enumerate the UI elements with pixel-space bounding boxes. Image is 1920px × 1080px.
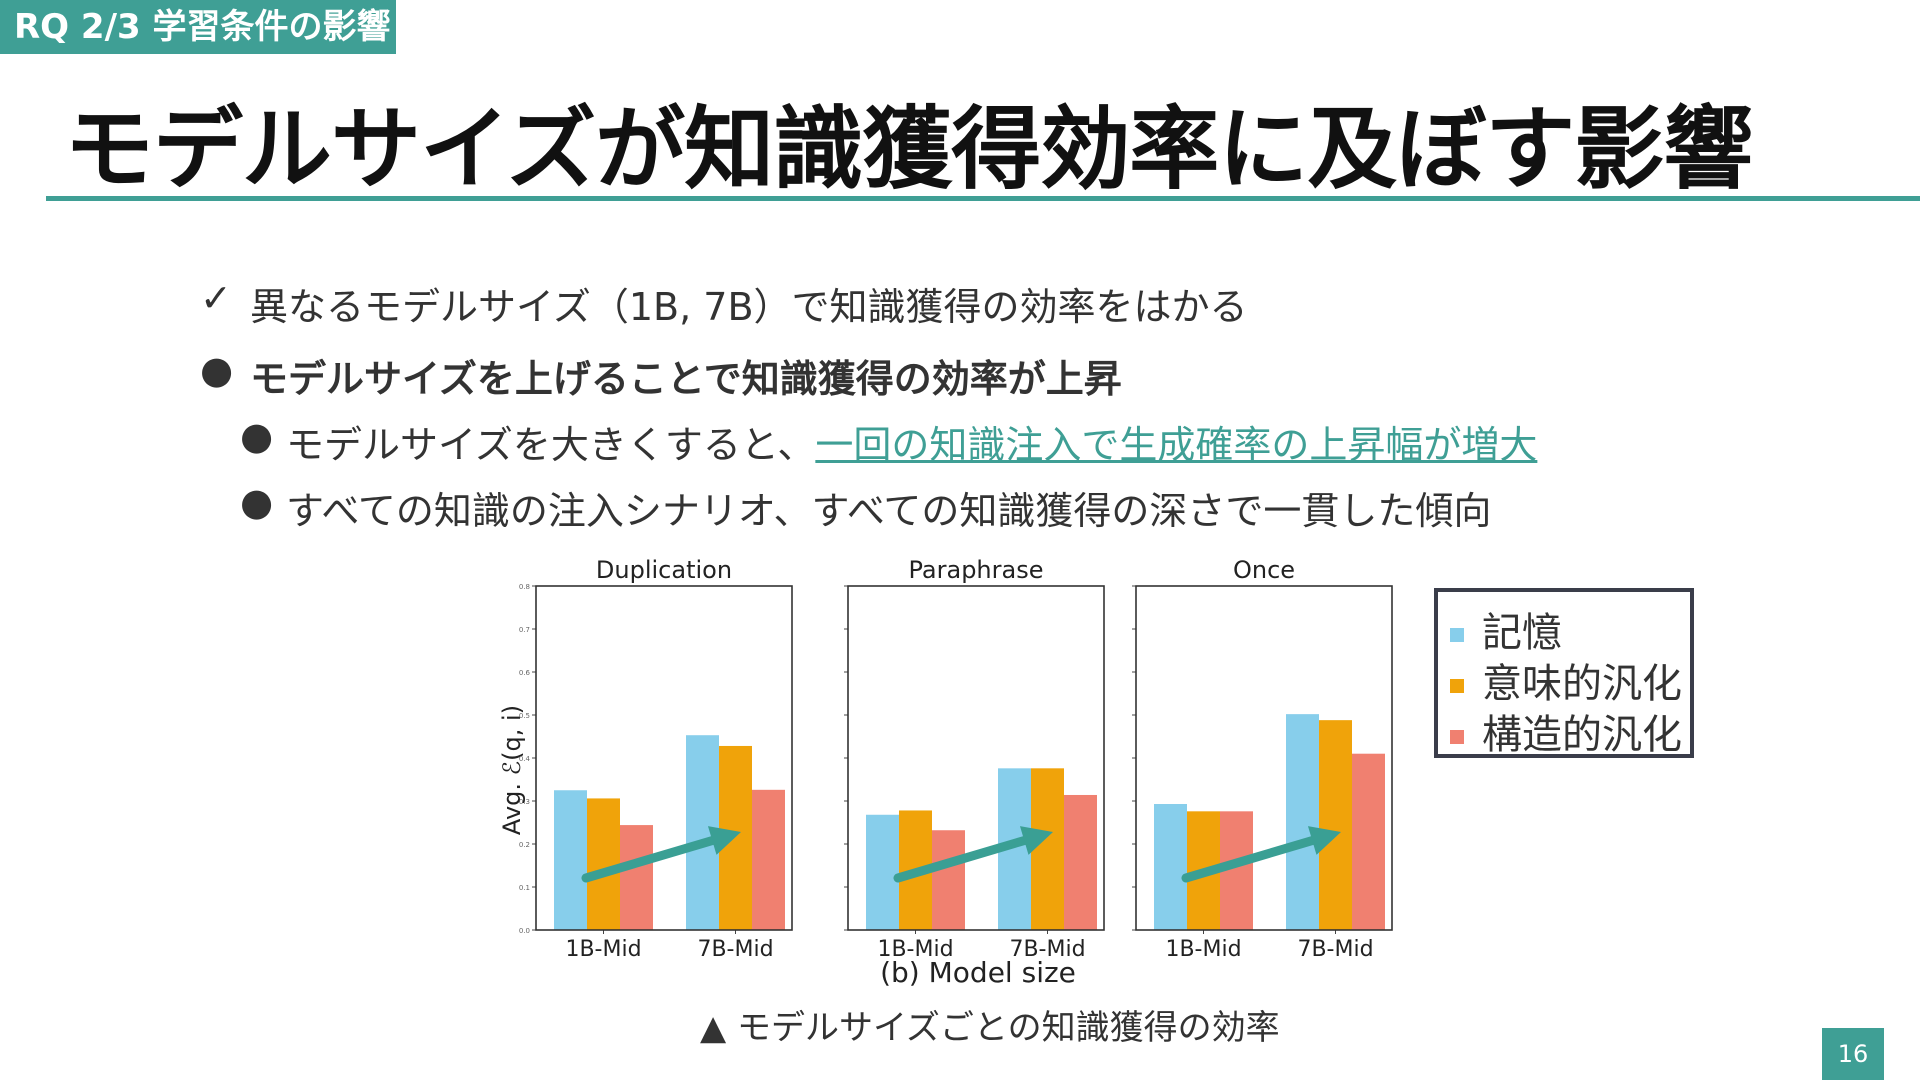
bar (866, 814, 899, 930)
legend-item-structural: 構造的汎化 (1450, 702, 1682, 760)
bar (1319, 720, 1352, 930)
bar (1286, 714, 1319, 930)
y-tick-label: 0.5 (519, 712, 530, 720)
trend-arrow-head (1019, 826, 1053, 855)
x-tick-label: 1B-Mid (877, 937, 953, 962)
check-icon: ✓ (200, 276, 232, 320)
y-tick-label: 0.4 (519, 755, 531, 763)
panel-frame (847, 585, 1105, 931)
panel-frame (1135, 585, 1393, 931)
bullet-item-1: ✓ 異なるモデルサイズ（1B, 7B）で知識獲得の効率をはかる (200, 276, 1248, 331)
x-tick-label: 7B-Mid (697, 937, 773, 962)
y-axis-label: Avg. ℰ(q, i) (498, 705, 526, 835)
legend-label: 意味的汎化 (1482, 661, 1682, 707)
bullet-item-3: ● モデルサイズを大きくすると、一回の知識注入で生成確率の上昇幅が増大 (240, 414, 1537, 469)
y-tick-label: 0.8 (519, 583, 530, 591)
bullet-text-3: モデルサイズを大きくすると、一回の知識注入で生成確率の上昇幅が増大 (240, 423, 1537, 467)
trend-arrow-shaft (581, 836, 717, 883)
trend-arrow-head (707, 826, 741, 855)
bar (1031, 768, 1064, 930)
section-tag: RQ 2/3 学習条件の影響 (0, 0, 396, 54)
panel-title: Once (1233, 556, 1295, 584)
x-tick-label: 1B-Mid (1165, 937, 1241, 962)
y-tick-label: 0.7 (519, 626, 530, 634)
slide-title: モデルサイズが知識獲得効率に及ぼす影響 (64, 97, 1753, 202)
bar (1154, 804, 1187, 930)
panel-title: Duplication (596, 556, 732, 584)
bar (932, 830, 965, 930)
bullet-dot-icon: ● (240, 414, 274, 458)
bar (587, 798, 620, 930)
title-divider (46, 196, 1920, 201)
legend-label: 記憶 (1482, 610, 1562, 656)
bullet-item-2: ● モデルサイズを上げることで知識獲得の効率が上昇 (200, 348, 1122, 403)
x-tick-label: 7B-Mid (1297, 937, 1373, 962)
legend-item-memorization: 記憶 (1450, 600, 1562, 658)
bar (752, 789, 785, 930)
x-tick-label: 1B-Mid (565, 937, 641, 962)
legend-item-semantic: 意味的汎化 (1450, 651, 1682, 709)
legend-swatch-blue (1450, 628, 1464, 642)
bullet-text-3-prefix: モデルサイズを大きくすると、 (286, 423, 816, 467)
y-tick-label: 0.2 (519, 841, 530, 849)
legend-swatch-red (1450, 730, 1464, 744)
trend-arrow-shaft (893, 836, 1029, 883)
bullet-dot-icon: ● (200, 348, 234, 392)
y-tick-label: 0.0 (519, 927, 530, 935)
legend-swatch-orange (1450, 679, 1464, 693)
bar (554, 790, 587, 930)
panel-frame (535, 585, 793, 931)
bullet-text-4: すべての知識の注入シナリオ、すべての知識獲得の深さで一貫した傾向 (286, 489, 1492, 533)
trend-arrow-shaft (1181, 836, 1317, 883)
bar (620, 825, 653, 930)
bar (1352, 753, 1385, 930)
trend-arrow-head (1307, 826, 1341, 855)
y-tick-label: 0.3 (519, 798, 530, 806)
bullet-text-1: 異なるモデルサイズ（1B, 7B）で知識獲得の効率をはかる (250, 285, 1248, 329)
highlight-link[interactable]: 一回の知識注入で生成確率の上昇幅が増大 (815, 423, 1538, 467)
bullet-item-4: ● すべての知識の注入シナリオ、すべての知識獲得の深さで一貫した傾向 (240, 480, 1491, 535)
panel-title: Paraphrase (909, 556, 1044, 584)
legend-label: 構造的汎化 (1482, 712, 1682, 758)
figure-caption: ▲ モデルサイズごとの知識獲得の効率 (700, 1008, 1280, 1048)
bar (1064, 794, 1097, 930)
chart-legend: 記憶 意味的汎化 構造的汎化 (1434, 588, 1694, 758)
bullet-dot-icon: ● (240, 480, 274, 524)
page-number: 16 (1822, 1028, 1884, 1080)
y-tick-label: 0.6 (519, 669, 531, 677)
bar-chart: Avg. ℰ(q, i) 0.0 0.1 0.2 0.3 0.4 0.5 0.6 0.7 0.8 D… (498, 556, 1393, 989)
bullet-text-2: モデルサイズを上げることで知識獲得の効率が上昇 (250, 357, 1122, 401)
x-axis-label: (b) Model size (880, 956, 1076, 989)
y-tick-label: 0.1 (519, 884, 530, 892)
x-tick-label: 7B-Mid (1009, 937, 1085, 962)
